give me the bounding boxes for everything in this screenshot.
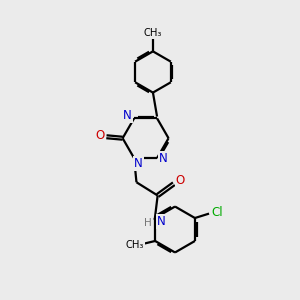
- Text: N: N: [123, 110, 132, 122]
- Text: O: O: [95, 129, 105, 142]
- Text: CH₃: CH₃: [144, 28, 162, 38]
- Text: N: N: [159, 152, 168, 165]
- Text: O: O: [176, 174, 185, 187]
- Text: Cl: Cl: [212, 206, 223, 219]
- Text: CH₃: CH₃: [125, 240, 144, 250]
- Text: N: N: [134, 157, 143, 170]
- Text: N: N: [157, 214, 166, 228]
- Text: H: H: [144, 218, 152, 228]
